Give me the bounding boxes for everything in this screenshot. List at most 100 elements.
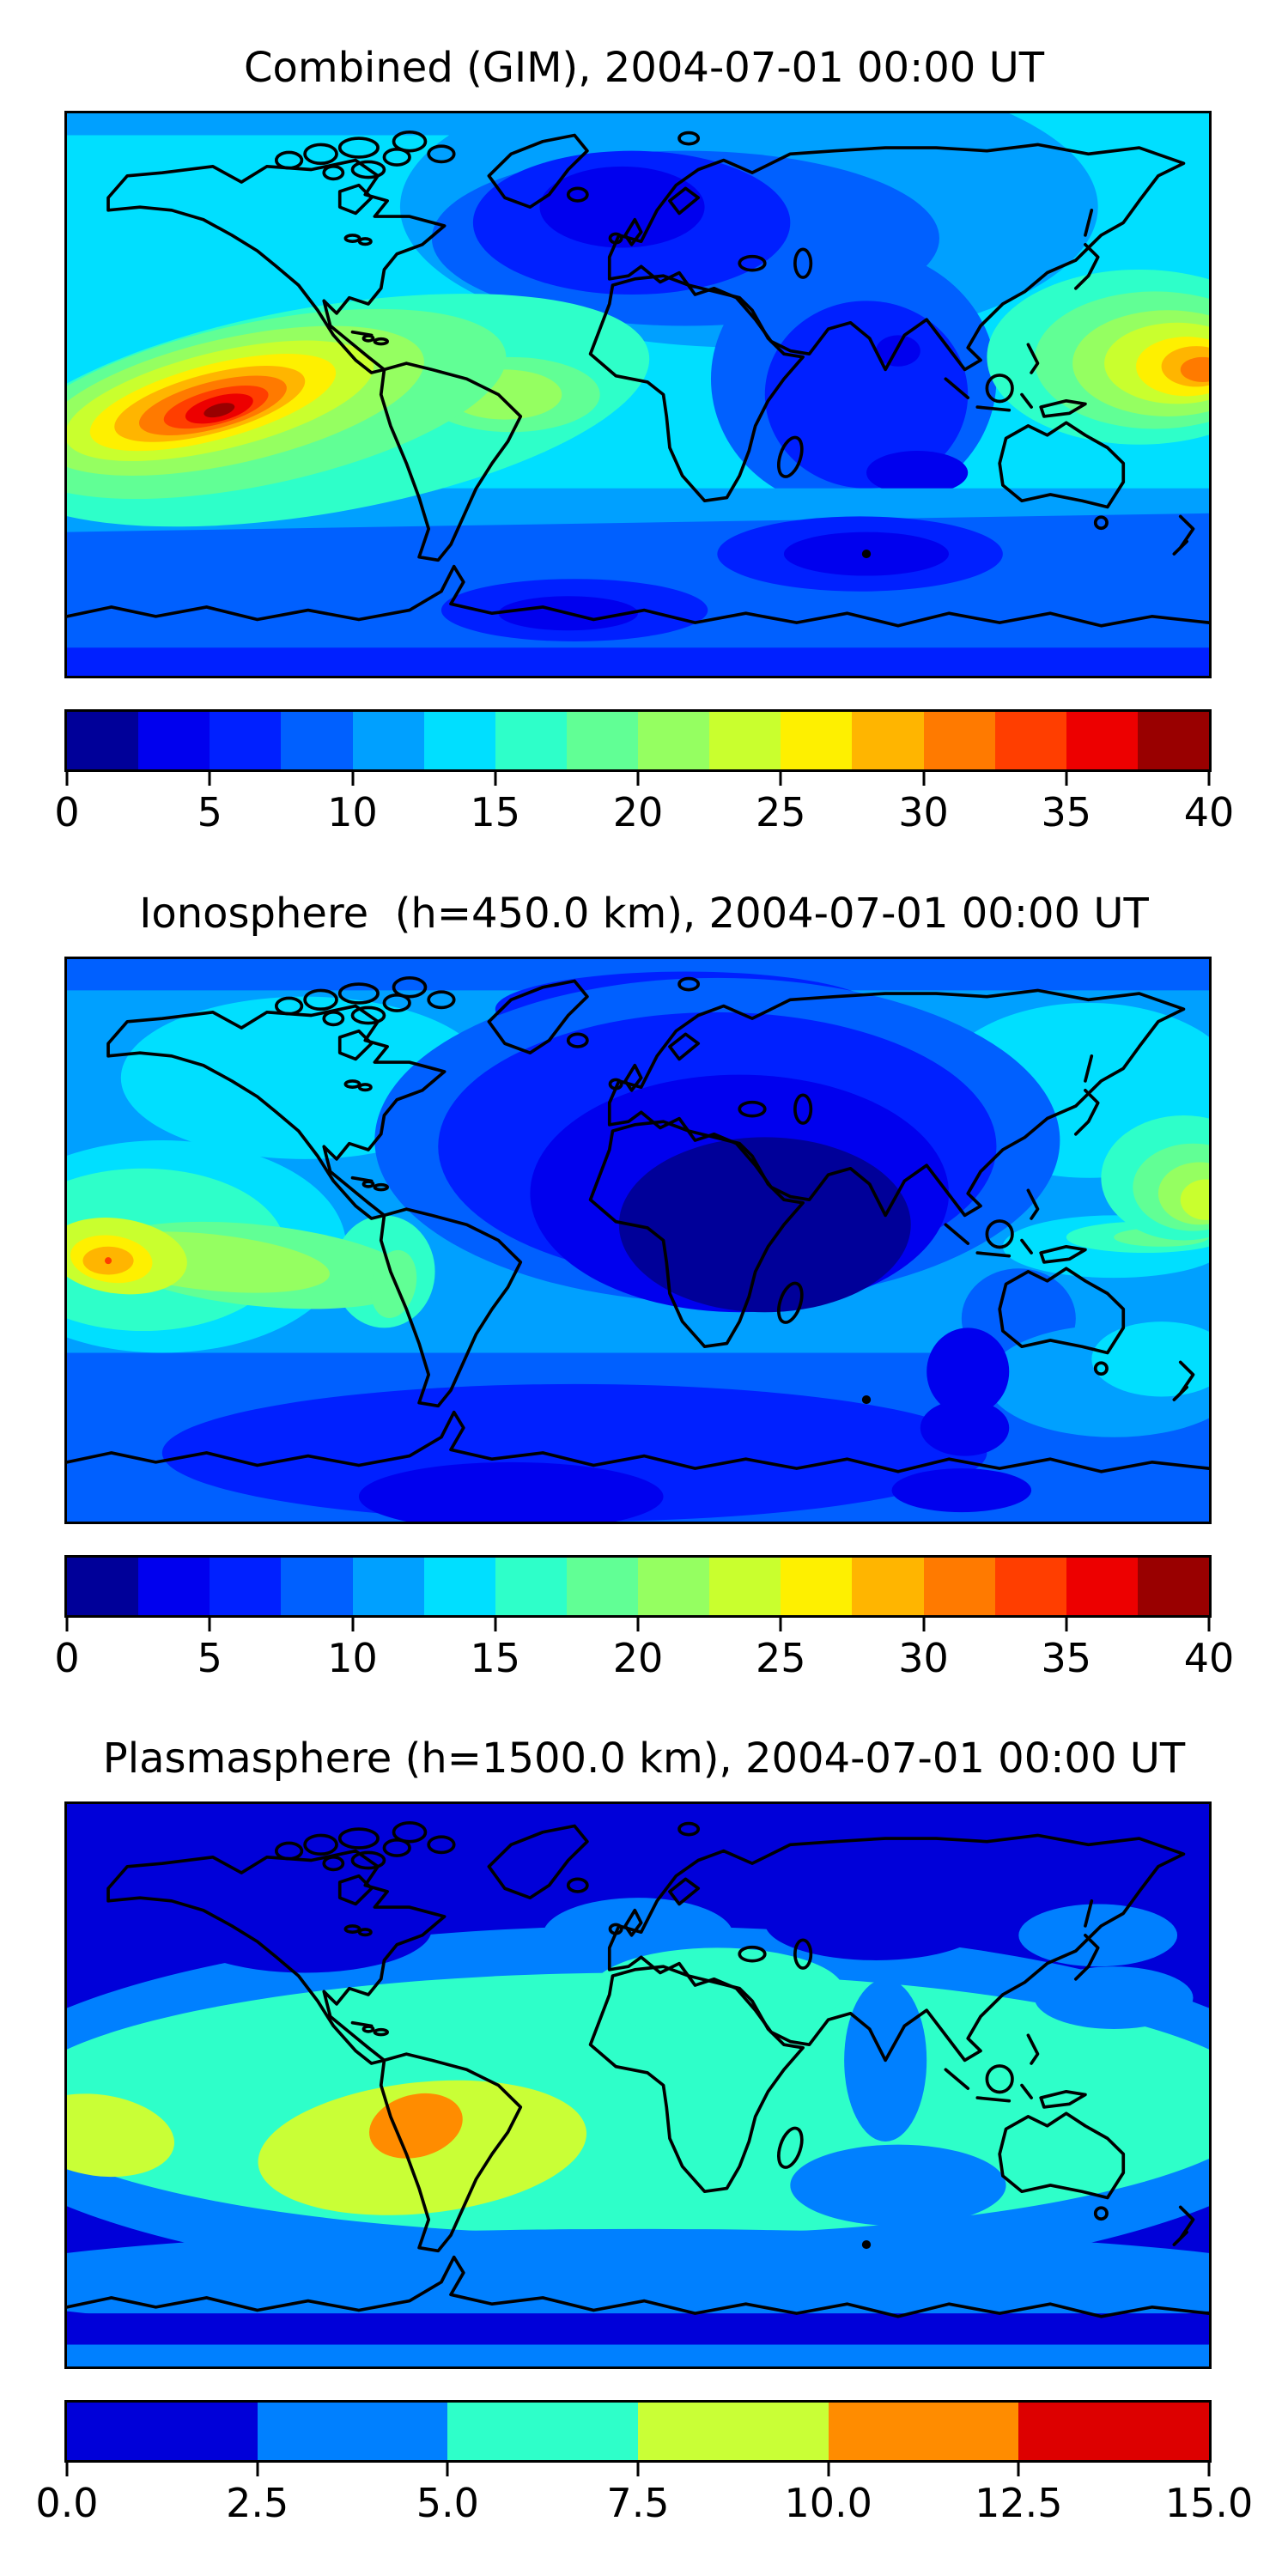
panel-title-ionosphere: Ionosphere (h=450.0 km), 2004-07-01 00:0…	[139, 890, 1149, 938]
colorbar-segment	[828, 2403, 1019, 2460]
colorbar-tick-mark	[208, 1618, 211, 1631]
colorbar-segment	[994, 1558, 1066, 1615]
colorbar-ticks-ionosphere: 0 5 10 15 20 25 30 35 40	[54, 1618, 1234, 1699]
colorbar-tick-label: 35	[1041, 789, 1092, 835]
colorbar-tick-label: 40	[1183, 1635, 1235, 1681]
colorbar-segment	[638, 2403, 829, 2460]
colorbar-segment	[423, 1558, 495, 1615]
colorbar-tick-mark	[494, 1618, 497, 1631]
colorbar-tick-mark	[256, 2463, 259, 2476]
colorbar-segment	[1018, 2403, 1210, 2460]
contour-bands	[67, 1804, 1209, 2366]
colorbar-tick-label: 7.5	[606, 2480, 670, 2526]
colorbar-segment	[1137, 712, 1209, 769]
colorbar-tick-label: 15	[470, 789, 521, 835]
colorbar-tick-label: 12.5	[975, 2480, 1063, 2526]
colorbar-segment	[1137, 1558, 1209, 1615]
colorbar-tick-label: 10	[327, 1635, 378, 1681]
colorbar-tick-mark	[351, 1618, 354, 1631]
colorbar-tick-label: 15	[470, 1635, 521, 1681]
colorbar-segment	[638, 712, 710, 769]
colorbar-tick-mark	[1065, 772, 1068, 786]
colorbar-tick-mark	[1207, 2463, 1211, 2476]
colorbar-tick-mark	[922, 1618, 925, 1631]
colorbar-segment	[447, 2403, 639, 2460]
colorbar-segment	[709, 712, 781, 769]
colorbar-tick-label: 40	[1183, 789, 1235, 835]
colorbar-tick-label: 20	[612, 1635, 664, 1681]
colorbar-segment	[852, 712, 924, 769]
colorbar-plasmasphere	[64, 2400, 1212, 2463]
colorbar-ticks-plasmasphere: 0.0 2.5 5.0 7.5 10.0 12.5 15.0	[35, 2463, 1253, 2544]
colorbar-segment	[1066, 1558, 1138, 1615]
colorbar-tick-mark	[636, 2463, 640, 2476]
colorbar-tick-label: 20	[612, 789, 664, 835]
colorbar-segment	[709, 1558, 781, 1615]
colorbar-ticks-combined: 0 5 10 15 20 25 30 35 40	[54, 772, 1234, 854]
colorbar-segment	[852, 1558, 924, 1615]
colorbar-segment	[281, 1558, 353, 1615]
colorbar-segment	[566, 1558, 638, 1615]
colorbar-tick-mark	[922, 772, 925, 786]
colorbar-tick-label: 5	[197, 789, 222, 835]
colorbar-tick-label: 25	[755, 789, 806, 835]
colorbar-segment	[994, 712, 1066, 769]
colorbar-segment	[138, 712, 210, 769]
colorbar-segment	[352, 712, 424, 769]
colorbar-segment	[210, 1558, 282, 1615]
colorbar-segment	[638, 1558, 710, 1615]
colorbar-tick-label: 25	[755, 1635, 806, 1681]
colorbar-tick-mark	[208, 772, 211, 786]
colorbar-tick-mark	[1207, 1618, 1211, 1631]
colorbar-segment	[1066, 712, 1138, 769]
colorbar-segment	[923, 1558, 995, 1615]
contour-field-plasmasphere	[67, 1804, 1209, 2366]
colorbar-segment	[423, 712, 495, 769]
colorbar-tick-mark	[351, 772, 354, 786]
panel-title-combined: Combined (GIM), 2004-07-01 00:00 UT	[243, 44, 1045, 92]
map-plasmasphere	[64, 1801, 1212, 2369]
map-ionosphere	[64, 957, 1212, 1524]
colorbar-tick-mark	[636, 772, 640, 786]
colorbar-segment	[781, 712, 853, 769]
contour-bands	[67, 113, 1209, 676]
colorbar-segment	[67, 2403, 258, 2460]
colorbar-segment	[67, 712, 139, 769]
colorbar-combined	[64, 709, 1212, 772]
contour-field-combined	[67, 113, 1209, 676]
colorbar-tick-mark	[779, 772, 782, 786]
colorbar-segment	[352, 1558, 424, 1615]
colorbar-tick-mark	[1065, 1618, 1068, 1631]
map-combined-gim	[64, 111, 1212, 678]
colorbar-tick-label: 30	[898, 789, 949, 835]
colorbar-segment	[67, 1558, 139, 1615]
colorbar-tick-label: 5	[197, 1635, 222, 1681]
colorbar-tick-mark	[1017, 2463, 1020, 2476]
colorbar-ionosphere	[64, 1555, 1212, 1618]
colorbar-tick-label: 35	[1041, 1635, 1092, 1681]
colorbar-segment	[495, 712, 567, 769]
colorbar-tick-label: 10	[327, 789, 378, 835]
panel-title-plasmasphere: Plasmasphere (h=1500.0 km), 2004-07-01 0…	[102, 1735, 1186, 1783]
colorbar-tick-label: 2.5	[226, 2480, 289, 2526]
contour-field-ionosphere	[67, 959, 1209, 1522]
colorbar-tick-mark	[446, 2463, 449, 2476]
colorbar-tick-label: 0.0	[35, 2480, 99, 2526]
colorbar-segment	[281, 712, 353, 769]
colorbar-tick-mark	[65, 2463, 69, 2476]
colorbar-segment	[210, 712, 282, 769]
colorbar-tick-label: 0	[54, 1635, 80, 1681]
colorbar-segment	[138, 1558, 210, 1615]
colorbar-tick-mark	[1207, 772, 1211, 786]
colorbar-tick-label: 0	[54, 789, 80, 835]
contour-bands	[67, 959, 1209, 1522]
colorbar-segment	[781, 1558, 853, 1615]
colorbar-tick-label: 10.0	[784, 2480, 872, 2526]
colorbar-segment	[566, 712, 638, 769]
colorbar-tick-mark	[65, 1618, 69, 1631]
colorbar-segment	[257, 2403, 448, 2460]
colorbar-tick-mark	[65, 772, 69, 786]
colorbar-tick-mark	[494, 772, 497, 786]
colorbar-segment	[495, 1558, 567, 1615]
